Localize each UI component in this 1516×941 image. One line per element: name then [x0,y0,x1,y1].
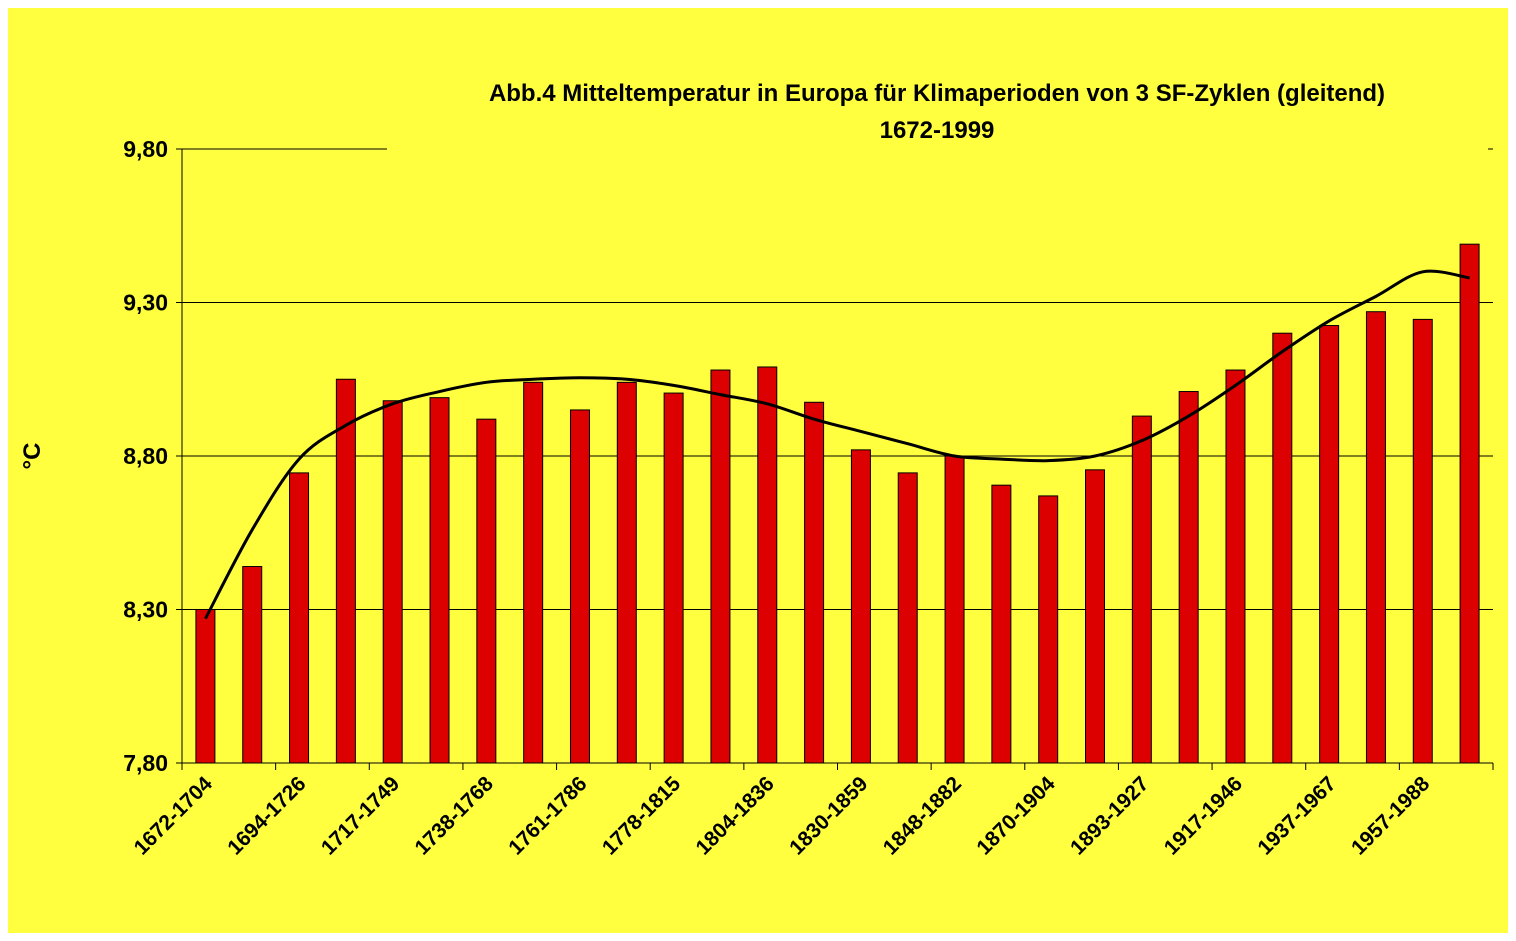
x-tick-label: 1738-1768 [411,772,499,860]
bar [1038,495,1059,764]
bar [1459,243,1480,764]
bar [804,401,825,764]
x-tick-label: 1672-1704 [130,772,218,860]
bar [195,609,216,764]
bar [1178,391,1199,764]
bar [1225,369,1246,764]
bar [757,366,778,764]
bar [242,566,263,764]
y-tick-label: 8,30 [123,597,168,623]
x-tick-label: 1804-1836 [692,772,779,859]
bar [476,418,497,764]
bar [335,378,356,764]
x-tick-label: 1694-1726 [223,772,310,859]
x-tick-label: 1778-1815 [598,772,686,860]
x-tick-label: 1893-1927 [1066,772,1153,859]
y-tick-label: 9,80 [123,136,168,162]
x-tick-label: 1761-1786 [504,772,591,859]
bar [897,472,918,764]
bar [1412,318,1433,764]
bar [429,397,450,764]
bar [616,381,637,764]
x-tick-label: 1957-1988 [1347,772,1435,860]
x-tick-label: 1870-1904 [972,772,1060,860]
x-tick-label: 1848-1882 [879,772,966,859]
x-tick-label: 1917-1946 [1160,772,1247,859]
y-tick-label: 8,80 [123,443,168,469]
bar [1131,415,1152,764]
y-tick-label: 7,80 [123,750,168,776]
bar [710,369,731,764]
bar [569,409,590,764]
bar [663,392,684,764]
bar [1085,469,1106,764]
bar [991,484,1012,764]
y-tick-label: 9,30 [123,290,168,316]
x-tick-label: 1830-1859 [785,772,872,859]
bar [289,472,310,764]
x-tick-label: 1937-1967 [1253,772,1340,859]
bar [382,400,403,764]
bar [1319,325,1340,764]
bar [1365,311,1386,764]
chart-title: Abb.4 Mitteltemperatur in Europa für Kli… [489,80,1385,107]
bar [1272,332,1293,764]
x-tick-label: 1717-1749 [317,772,404,859]
bar [850,449,871,764]
bar [944,455,965,764]
chart-subtitle: 1672-1999 [880,117,995,144]
trend-line [204,269,1470,620]
y-axis-label: °C [19,443,46,470]
bar [523,381,544,764]
